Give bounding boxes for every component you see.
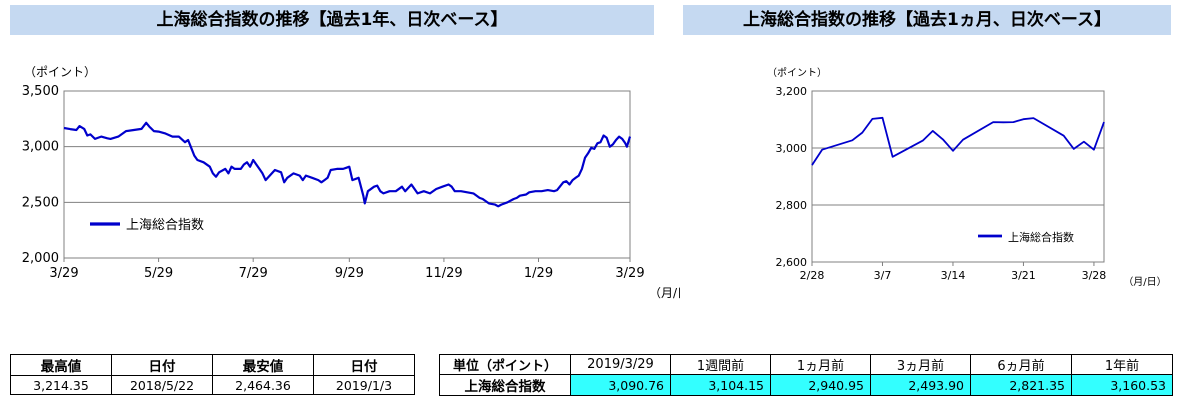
- left-chart-y-tick-label: 3,000: [22, 140, 59, 155]
- right-chart-series-line: [811, 116, 1105, 166]
- right-chart-title: 上海総合指数の推移【過去1ヵ月、日次ベース】: [683, 5, 1171, 35]
- right-chart-x-tick-label: 3/21: [1011, 269, 1036, 282]
- left-chart-x-tick-label: 9/29: [335, 266, 364, 281]
- right-chart-x-tick-label: 3/7: [874, 269, 892, 282]
- left-chart-title: 上海総合指数の推移【過去1年、日次ベース】: [10, 5, 654, 35]
- right-chart-x-tick-label: 3/28: [1082, 269, 1107, 282]
- row-label-shanghai: 上海総合指数: [439, 374, 571, 396]
- left-chart-y-unit-label: （ポイント）: [24, 65, 96, 79]
- high-low-table: 最高値 日付 最安値 日付 3,214.35 2018/5/22 2,464.3…: [10, 354, 415, 395]
- comparison-value-row: 上海総合指数 3,090.76 3,104.15 2,940.95 2,493.…: [439, 374, 1173, 396]
- left-chart-y-tick-label: 2,500: [22, 195, 59, 210]
- header-cell-1-month: 1ヵ月前: [770, 354, 871, 375]
- value-cell-low: 2,464.36: [212, 375, 314, 395]
- left-chart-x-tick-label: 7/29: [239, 266, 268, 281]
- one-year-line-chart: 2,000 2,500 3,000 3,500 3/29 5/29 7/29 9/29 11/2…: [22, 65, 680, 300]
- header-cell-1-year: 1年前: [1071, 354, 1173, 375]
- left-chart-x-tick-label: 1/29: [524, 266, 553, 281]
- high-low-header-row: 最高値 日付 最安値 日付: [10, 354, 415, 376]
- left-chart-plot-area: [63, 90, 631, 259]
- header-cell-high: 最高値: [10, 354, 112, 376]
- value-cell-high: 3,214.35: [10, 375, 112, 395]
- left-chart-x-tick-label: 3/29: [615, 266, 644, 281]
- value-cell-1-month: 2,940.95: [770, 374, 871, 396]
- right-chart-y-tick-label: 2,600: [776, 256, 808, 269]
- right-chart-x-tick-label: 3/14: [941, 269, 966, 282]
- header-cell-3-months: 3ヵ月前: [870, 354, 971, 375]
- right-chart-y-tick-label: 3,000: [776, 142, 808, 155]
- one-month-line-chart: 2,600 2,800 3,000 3,200 2/28 3/7 3/14 3/21 3/28 （…: [767, 67, 1167, 288]
- value-cell-low-date: 2019/1/3: [313, 375, 415, 395]
- left-chart-x-tick-label: 5/29: [144, 266, 173, 281]
- right-chart-y-tick-label: 2,800: [776, 199, 808, 212]
- right-chart-y-unit-label: （ポイント）: [767, 67, 827, 79]
- header-cell-1-week: 1週間前: [670, 354, 771, 375]
- header-cell-high-date: 日付: [111, 354, 213, 376]
- left-chart-x-unit-label: （月/日）: [649, 286, 680, 300]
- left-chart-series-line: [63, 121, 632, 208]
- high-low-value-row: 3,214.35 2018/5/22 2,464.36 2019/1/3: [10, 375, 415, 395]
- value-cell-6-months: 2,821.35: [970, 374, 1072, 396]
- right-chart-legend-label: 上海総合指数: [1008, 230, 1074, 244]
- header-cell-current: 2019/3/29: [570, 354, 671, 375]
- right-chart-y-tick-label: 3,200: [776, 85, 808, 98]
- left-chart-y-tick-label: 3,500: [22, 84, 59, 99]
- value-cell-1-week: 3,104.15: [670, 374, 771, 396]
- header-cell-low: 最安値: [212, 354, 314, 376]
- left-chart-x-tick-label: 11/29: [425, 266, 462, 281]
- right-chart-x-unit-label: （月/日）: [1123, 276, 1166, 288]
- comparison-header-row: 単位（ポイント） 2019/3/29 1週間前 1ヵ月前 3ヵ月前 6ヵ月前 1…: [439, 354, 1173, 375]
- left-chart-x-tick-label: 3/29: [49, 266, 78, 281]
- header-cell-unit: 単位（ポイント）: [439, 354, 571, 375]
- left-chart-legend-label: 上海総合指数: [126, 218, 204, 233]
- header-cell-6-months: 6ヵ月前: [970, 354, 1072, 375]
- value-cell-3-months: 2,493.90: [870, 374, 971, 396]
- value-cell-current: 3,090.76: [570, 374, 671, 396]
- value-cell-1-year: 3,160.53: [1071, 374, 1173, 396]
- left-chart-y-tick-label: 2,000: [22, 251, 59, 266]
- right-chart-x-tick-label: 2/28: [800, 269, 825, 282]
- comparison-table: 単位（ポイント） 2019/3/29 1週間前 1ヵ月前 3ヵ月前 6ヵ月前 1…: [439, 354, 1173, 396]
- right-chart-plot-area: [811, 90, 1105, 263]
- header-cell-low-date: 日付: [313, 354, 415, 376]
- value-cell-high-date: 2018/5/22: [111, 375, 213, 395]
